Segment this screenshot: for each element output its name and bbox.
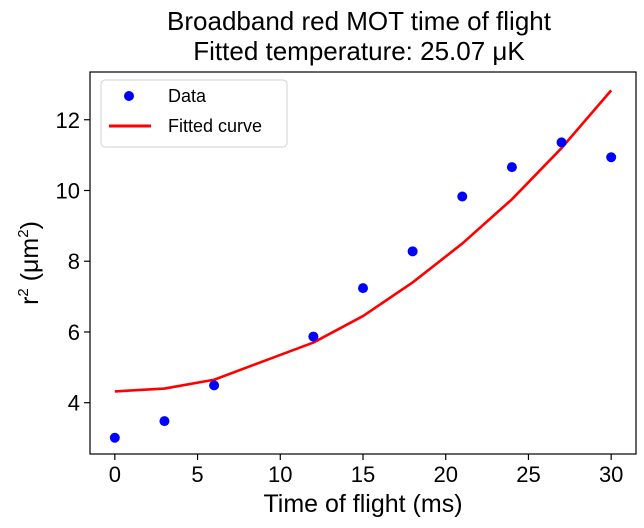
x-tick-label: 25: [516, 462, 540, 487]
legend-box: [100, 79, 288, 148]
data-point: [209, 380, 220, 391]
legend-data-marker: [124, 91, 134, 101]
y-axis-label-base: r: [16, 297, 44, 305]
y-tick-label: 12: [56, 108, 80, 133]
chart-title: Broadband red MOT time of flight: [167, 6, 552, 36]
fitted-curve-line: [114, 89, 613, 393]
data-point: [407, 246, 418, 257]
data-point: [109, 432, 120, 443]
data-point: [506, 162, 517, 173]
data-point: [308, 331, 319, 342]
y-tick-label: 8: [68, 249, 80, 274]
x-axis-label: Time of flight (ms): [263, 490, 462, 518]
y-axis-label-mid: (μm: [16, 238, 44, 289]
x-tick-label: 15: [351, 462, 375, 487]
x-tick-label: 5: [191, 462, 203, 487]
y-axis-label-sup1: 2: [15, 288, 32, 296]
y-axis-label-end: ): [16, 221, 44, 229]
x-tick-label: 0: [109, 462, 121, 487]
data-points-layer: [109, 137, 617, 443]
y-tick-label: 4: [68, 391, 80, 416]
y-tick-label: 6: [68, 320, 80, 345]
chart-subtitle: Fitted temperature: 25.07 μK: [193, 36, 525, 66]
data-point: [606, 152, 617, 163]
y-axis-label: r2 (μm2): [15, 221, 44, 305]
x-tick-label: 30: [599, 462, 623, 487]
x-tick-label: 10: [268, 462, 292, 487]
y-axis: 4 6 8 10 12: [56, 108, 90, 416]
y-tick-label: 10: [56, 178, 80, 203]
x-tick-label: 20: [433, 462, 457, 487]
y-axis-label-sup2: 2: [15, 229, 32, 237]
data-point: [358, 283, 368, 294]
data-point: [159, 416, 170, 427]
fitted-curve-layer: [114, 89, 613, 393]
data-point: [457, 191, 468, 202]
data-point: [556, 137, 567, 148]
legend-fit-label: Fitted curve: [168, 116, 262, 136]
legend: Data Fitted curve: [100, 79, 288, 148]
legend-data-label: Data: [168, 86, 207, 106]
x-axis: 0 5 10 15 20 25 30: [109, 454, 623, 487]
